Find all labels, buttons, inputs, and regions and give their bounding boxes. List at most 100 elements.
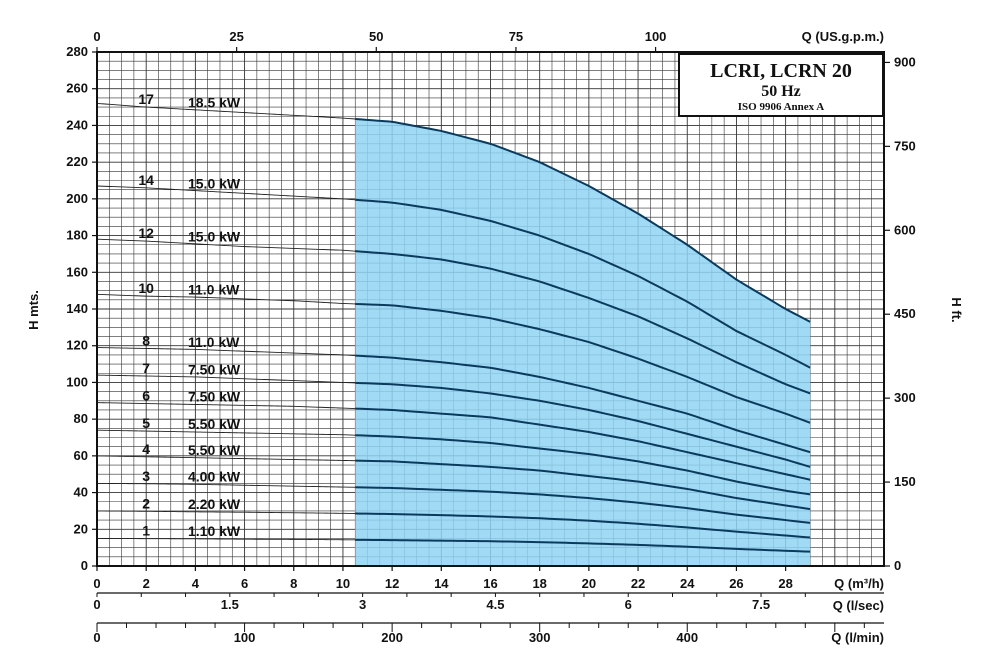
- title-box: LCRI, LCRN 20 50 Hz ISO 9906 Annex A: [678, 53, 884, 117]
- stage-label-17: 17: [138, 91, 154, 107]
- x-m3h-tick-label: 18: [532, 576, 546, 591]
- x-axis-lmin-label: Q (l/min): [831, 630, 884, 645]
- curve-stage-5: [355, 434, 811, 496]
- y-axis-left-label: H mts.: [26, 290, 41, 330]
- power-label-17: 18.5 kW: [188, 95, 241, 111]
- stage-label-6: 6: [142, 388, 150, 404]
- x-axis-lsec-label: Q (l/sec): [833, 598, 884, 613]
- stage-label-14: 14: [138, 172, 154, 188]
- curve-stage-12: [355, 250, 811, 395]
- power-label-2: 2.20 kW: [188, 496, 241, 512]
- stage-label-8: 8: [142, 332, 150, 348]
- y-left-tick-label: 100: [66, 374, 88, 389]
- power-label-7: 7.50 kW: [188, 361, 241, 377]
- x-m3h-tick-label: 22: [631, 576, 645, 591]
- x-lsec-tick-label: 3: [359, 597, 366, 612]
- curve-stage-3: [355, 486, 811, 524]
- x-m3h-tick-label: 4: [192, 576, 200, 591]
- curve-stage-14: [355, 198, 811, 369]
- x-m3h-tick-label: 26: [729, 576, 743, 591]
- curve-stage-4-low-flow: [96, 455, 356, 462]
- x-lsec-tick-label: 0: [93, 597, 100, 612]
- curve-stage-1-low-flow: [96, 538, 356, 541]
- x-lsec-tick-label: 1.5: [221, 597, 239, 612]
- y-left-tick-label: 220: [66, 154, 88, 169]
- y-right-tick-label: 900: [894, 54, 916, 69]
- chart-title: LCRI, LCRN 20: [710, 60, 852, 82]
- y-right-tick-label: 450: [894, 306, 916, 321]
- curve-stage-6-low-flow: [96, 402, 356, 410]
- x-m3h-tick-label: 6: [241, 576, 248, 591]
- y-right-tick-label: 300: [894, 390, 916, 405]
- stage-label-7: 7: [142, 360, 150, 376]
- power-label-1: 1.10 kW: [188, 523, 241, 539]
- x-lmin-tick-label: 100: [234, 630, 256, 645]
- curve-stage-5-low-flow: [96, 429, 356, 436]
- curve-stage-12-low-flow: [96, 238, 356, 252]
- curve-stage-7: [355, 381, 811, 468]
- x-axis-m3h-label: Q (m³/h): [834, 576, 884, 591]
- chart-frequency: 50 Hz: [761, 83, 801, 100]
- y-left-tick-label: 160: [66, 264, 88, 279]
- curve-stage-8: [355, 354, 811, 454]
- y-left-tick-label: 0: [81, 558, 88, 573]
- y-axis-right-label: H ft.: [949, 297, 964, 322]
- x-m3h-tick-label: 16: [483, 576, 497, 591]
- stage-label-3: 3: [142, 468, 150, 484]
- chart-standard: ISO 9906 Annex A: [738, 101, 825, 113]
- power-label-3: 4.00 kW: [188, 469, 241, 485]
- curve-stage-4: [355, 459, 811, 511]
- power-label-8: 11.0 kW: [188, 334, 240, 350]
- stage-label-1: 1: [142, 523, 150, 539]
- power-label-10: 11.0 kW: [188, 282, 240, 298]
- y-right-tick-label: 0: [894, 558, 901, 573]
- curve-stage-7-low-flow: [96, 374, 356, 384]
- y-left-tick-label: 180: [66, 228, 88, 243]
- curve-stage-2: [355, 512, 811, 539]
- x-m3h-tick-label: 10: [336, 576, 350, 591]
- x-lmin-tick-label: 0: [93, 630, 100, 645]
- performance-curves: [96, 102, 811, 553]
- x-gpm-tick-label: 100: [645, 29, 667, 44]
- curve-stage-17: [355, 118, 811, 323]
- x-axis-gpm-label: Q (US.g.p.m.): [802, 29, 884, 44]
- power-label-4: 5.50 kW: [188, 442, 241, 458]
- power-label-6: 7.50 kW: [188, 389, 241, 405]
- curve-stage-8-low-flow: [96, 347, 356, 357]
- power-label-12: 15.0 kW: [188, 229, 241, 245]
- x-m3h-tick-label: 20: [582, 576, 596, 591]
- axes: 0204060801001201401601802002202402602800…: [66, 29, 915, 645]
- curve-stage-2-low-flow: [96, 510, 356, 514]
- x-gpm-tick-label: 25: [229, 29, 243, 44]
- x-m3h-tick-label: 14: [434, 576, 449, 591]
- stage-label-5: 5: [142, 415, 150, 431]
- y-left-tick-label: 60: [74, 448, 88, 463]
- curve-stage-17-low-flow: [96, 102, 356, 120]
- x-lsec-tick-label: 4.5: [486, 597, 504, 612]
- y-left-tick-label: 80: [74, 411, 88, 426]
- x-gpm-tick-label: 0: [93, 29, 100, 44]
- curve-stage-1: [355, 538, 811, 553]
- x-lmin-tick-label: 400: [676, 630, 698, 645]
- y-left-tick-label: 240: [66, 117, 88, 132]
- y-left-tick-label: 260: [66, 81, 88, 96]
- power-label-5: 5.50 kW: [188, 416, 241, 432]
- curve-stage-3-low-flow: [96, 482, 356, 488]
- stage-label-10: 10: [138, 280, 154, 296]
- x-m3h-tick-label: 24: [680, 576, 695, 591]
- x-m3h-tick-label: 8: [290, 576, 297, 591]
- stage-label-2: 2: [142, 495, 150, 511]
- y-right-tick-label: 150: [894, 474, 916, 489]
- curve-stage-10-low-flow: [96, 293, 356, 305]
- x-lsec-tick-label: 6: [625, 597, 632, 612]
- y-left-tick-label: 20: [74, 521, 88, 536]
- y-right-tick-label: 600: [894, 222, 916, 237]
- y-left-tick-label: 280: [66, 44, 88, 59]
- x-m3h-tick-label: 2: [143, 576, 150, 591]
- y-right-tick-label: 750: [894, 138, 916, 153]
- curve-stage-14-low-flow: [96, 185, 356, 201]
- y-left-tick-label: 200: [66, 191, 88, 206]
- x-lmin-tick-label: 300: [529, 630, 551, 645]
